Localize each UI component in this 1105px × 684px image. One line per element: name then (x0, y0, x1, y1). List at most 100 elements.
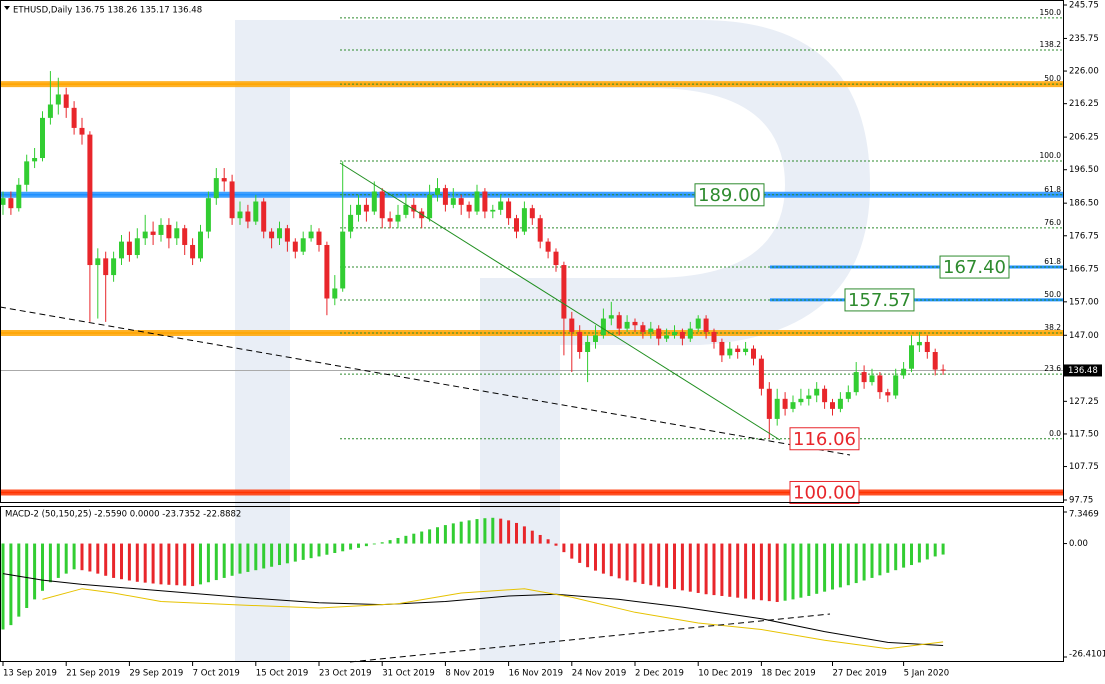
candle-body (261, 201, 267, 232)
price-box-label: 100.00 (793, 482, 856, 503)
candle-body (229, 181, 235, 219)
fib-label: 50.0 (1044, 74, 1061, 83)
chart-title: ETHUSD,Daily 136.75 138.26 135.17 136.48 (13, 6, 202, 16)
candle-body (932, 352, 938, 370)
candle-body (245, 211, 251, 222)
x-tick-label: 21 Sep 2019 (66, 669, 120, 679)
candle-body (63, 94, 69, 108)
candle-body (395, 214, 401, 222)
candle-body (458, 198, 464, 205)
candle-body (782, 398, 788, 409)
candle-body (687, 328, 693, 339)
price-box-label: 167.40 (943, 257, 1006, 278)
price-box-label: 116.06 (793, 429, 856, 450)
y-tick-label: 107.75 (1069, 462, 1099, 472)
candle-body (924, 341, 930, 353)
candle-body (126, 241, 132, 256)
candle-body (901, 368, 907, 376)
price-box (789, 480, 860, 504)
last-price-label: 136.48 (1068, 366, 1098, 376)
candle-body (822, 388, 828, 403)
candle-body (830, 402, 835, 409)
candle-body (356, 204, 361, 215)
candle-body (790, 402, 796, 409)
y-tick-label: 127.25 (1069, 397, 1099, 407)
candle-body (332, 288, 338, 299)
candle-body (940, 369, 946, 371)
candle-body (672, 331, 677, 336)
candle-body (47, 104, 53, 118)
y-tick-label: 176.75 (1069, 231, 1099, 241)
candle-body (529, 208, 535, 219)
candle-body (40, 117, 45, 159)
candle-body (24, 161, 30, 185)
candle-body (711, 331, 717, 342)
price-box-label: 189.00 (698, 185, 761, 206)
candle-body (514, 218, 519, 232)
candle-body (616, 315, 622, 329)
fib-label: 150.0 (1040, 8, 1062, 17)
candle-body (427, 194, 433, 219)
candle-body (284, 228, 290, 242)
candle-body (300, 238, 306, 252)
price-box-label: 157.57 (848, 290, 911, 311)
macd-frame (0, 506, 1064, 662)
price-box (694, 183, 765, 207)
candle-body (237, 211, 243, 219)
candle-body (213, 178, 219, 199)
candle-body (695, 318, 701, 329)
candle-body (119, 241, 124, 259)
candle-body (348, 214, 354, 232)
candle-body (766, 388, 772, 419)
candle-body (719, 341, 725, 356)
candle-body (371, 191, 377, 212)
candle-body (8, 198, 14, 209)
macd-title: MACD-2 (50,150,25) -2.5590 0.0000 -23.73… (5, 510, 241, 520)
x-tick-label: 27 Dec 2019 (833, 669, 887, 679)
candle-body (624, 321, 630, 329)
candle-body (679, 331, 685, 339)
macd-y-tick-label: 7.3469 (1069, 510, 1099, 520)
candle-body (490, 209, 496, 212)
y-tick-label: 196.50 (1069, 165, 1099, 175)
fib-label: 50.0 (1044, 290, 1061, 299)
y-tick-label: 166.75 (1069, 265, 1099, 275)
candle-body (340, 231, 346, 289)
y-tick-label: 235.75 (1069, 34, 1099, 44)
candle-body (32, 158, 38, 162)
candle-body (450, 198, 456, 205)
y-tick-label: 186.50 (1069, 199, 1099, 209)
y-tick-label: 245.75 (1069, 1, 1099, 11)
candle-body (466, 204, 472, 212)
main-frame (0, 0, 1064, 503)
fib-label: 76.0 (1044, 218, 1061, 227)
candle-body (751, 348, 756, 359)
candle-body (0, 198, 6, 205)
candle-body (561, 265, 567, 319)
macd-line (42, 588, 944, 650)
price-box (789, 427, 860, 451)
candle-body (198, 231, 203, 259)
y-tick-label: 147.00 (1069, 331, 1099, 341)
candle-body (158, 224, 164, 235)
x-tick-label: 29 Sep 2019 (129, 669, 183, 679)
fib-label: 0.0 (1049, 429, 1061, 438)
x-tick-label: 31 Oct 2019 (382, 669, 435, 679)
x-tick-label: 10 Dec 2019 (698, 669, 752, 679)
candle-body (585, 341, 591, 353)
macd-trend-line (349, 613, 831, 663)
candle-body (442, 188, 448, 205)
candle-body (379, 191, 385, 219)
candle-body (877, 375, 883, 393)
candle-body (553, 251, 559, 266)
candle-body (142, 231, 148, 239)
candle-body (569, 318, 575, 332)
candle-body (277, 228, 282, 239)
candle-body (640, 325, 646, 332)
candle-body (79, 127, 85, 135)
x-tick-label: 5 Jan 2020 (904, 669, 950, 679)
candle-body (387, 218, 393, 222)
candle-body (363, 204, 369, 212)
